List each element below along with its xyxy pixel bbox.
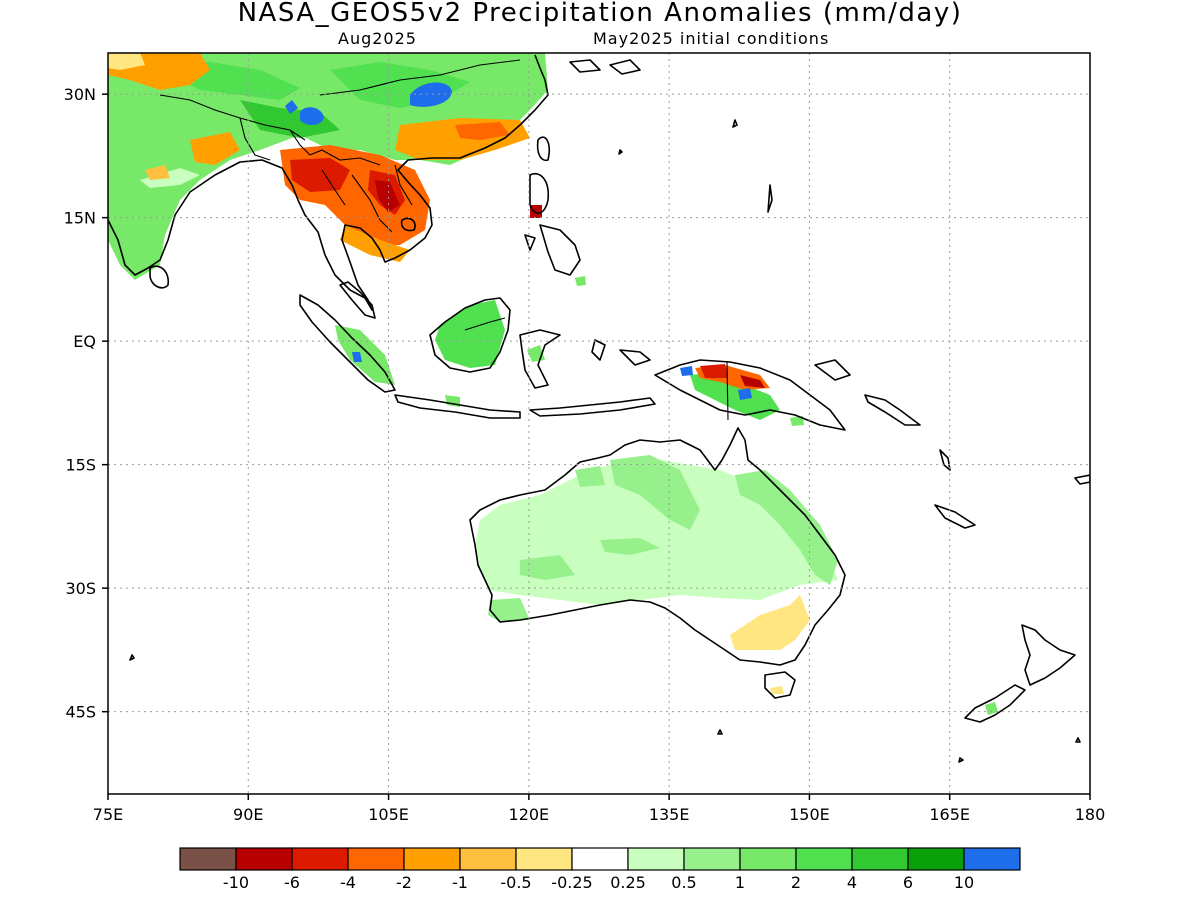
colorbar-swatch [403,847,461,871]
lat-tick-label: EQ [73,332,96,351]
lon-tick-label: 150E [789,805,830,824]
map-frame [107,52,1091,795]
lon-tick-label: 120E [509,805,550,824]
map-gridlines [108,53,1090,794]
colorbar-swatch [907,847,965,871]
coastlines [108,54,1090,763]
colorbar-label: 4 [847,873,857,892]
lat-tick-label: 45S [65,703,96,722]
country-borders [159,59,729,421]
colorbar-swatch [795,847,853,871]
initial-conditions: May2025 initial conditions [593,29,830,48]
lat-tick-label: 30N [64,85,96,104]
colorbar [179,847,1021,871]
colorbar-label: 1 [735,873,745,892]
lon-tick-label: 105E [368,805,409,824]
colorbar-label: 2 [791,873,801,892]
colorbar-label: -1 [452,873,468,892]
longitude-labels: 75E 90E 105E 120E 135E 150E 165E 180 [93,805,1106,824]
colorbar-label: -0.25 [551,873,592,892]
forecast-month: Aug2025 [338,29,417,48]
colorbar-swatch [179,847,237,871]
latitude-labels: 30N 15N EQ 15S 30S 45S [64,85,96,722]
colorbar-label: 0.25 [610,873,646,892]
lon-tick-label: 75E [93,805,123,824]
colorbar-swatch [683,847,741,871]
lon-tick-label: 180 [1075,805,1106,824]
colorbar-swatch [235,847,293,871]
colorbar-label: 6 [903,873,913,892]
colorbar-labels: -10 -6 -4 -2 -1 -0.5 -0.25 0.25 0.5 1 2 4 6 10 [223,873,974,892]
colorbar-swatch [851,847,909,871]
colorbar-swatch [963,847,1021,871]
lon-tick-label: 90E [233,805,263,824]
colorbar-label: 10 [954,873,974,892]
colorbar-swatch [627,847,685,871]
axis-ticks [102,93,1091,800]
map-title: NASA_GEOS5v2 Precipitation Anomalies (mm… [237,0,963,28]
anomaly-shading [108,53,998,715]
colorbar-swatch [739,847,797,871]
colorbar-swatch [571,847,629,871]
lat-tick-label: 30S [65,579,96,598]
lon-tick-label: 165E [929,805,970,824]
colorbar-label: -4 [340,873,356,892]
colorbar-swatch [347,847,405,871]
lon-tick-label: 135E [649,805,690,824]
colorbar-swatch [515,847,573,871]
colorbar-label: -10 [223,873,249,892]
lat-tick-label: 15N [64,209,96,228]
colorbar-swatch [291,847,349,871]
colorbar-label: -2 [396,873,412,892]
colorbar-label: 0.5 [671,873,696,892]
lat-tick-label: 15S [65,456,96,475]
colorbar-swatch [459,847,517,871]
colorbar-label: -0.5 [500,873,531,892]
colorbar-label: -6 [284,873,300,892]
